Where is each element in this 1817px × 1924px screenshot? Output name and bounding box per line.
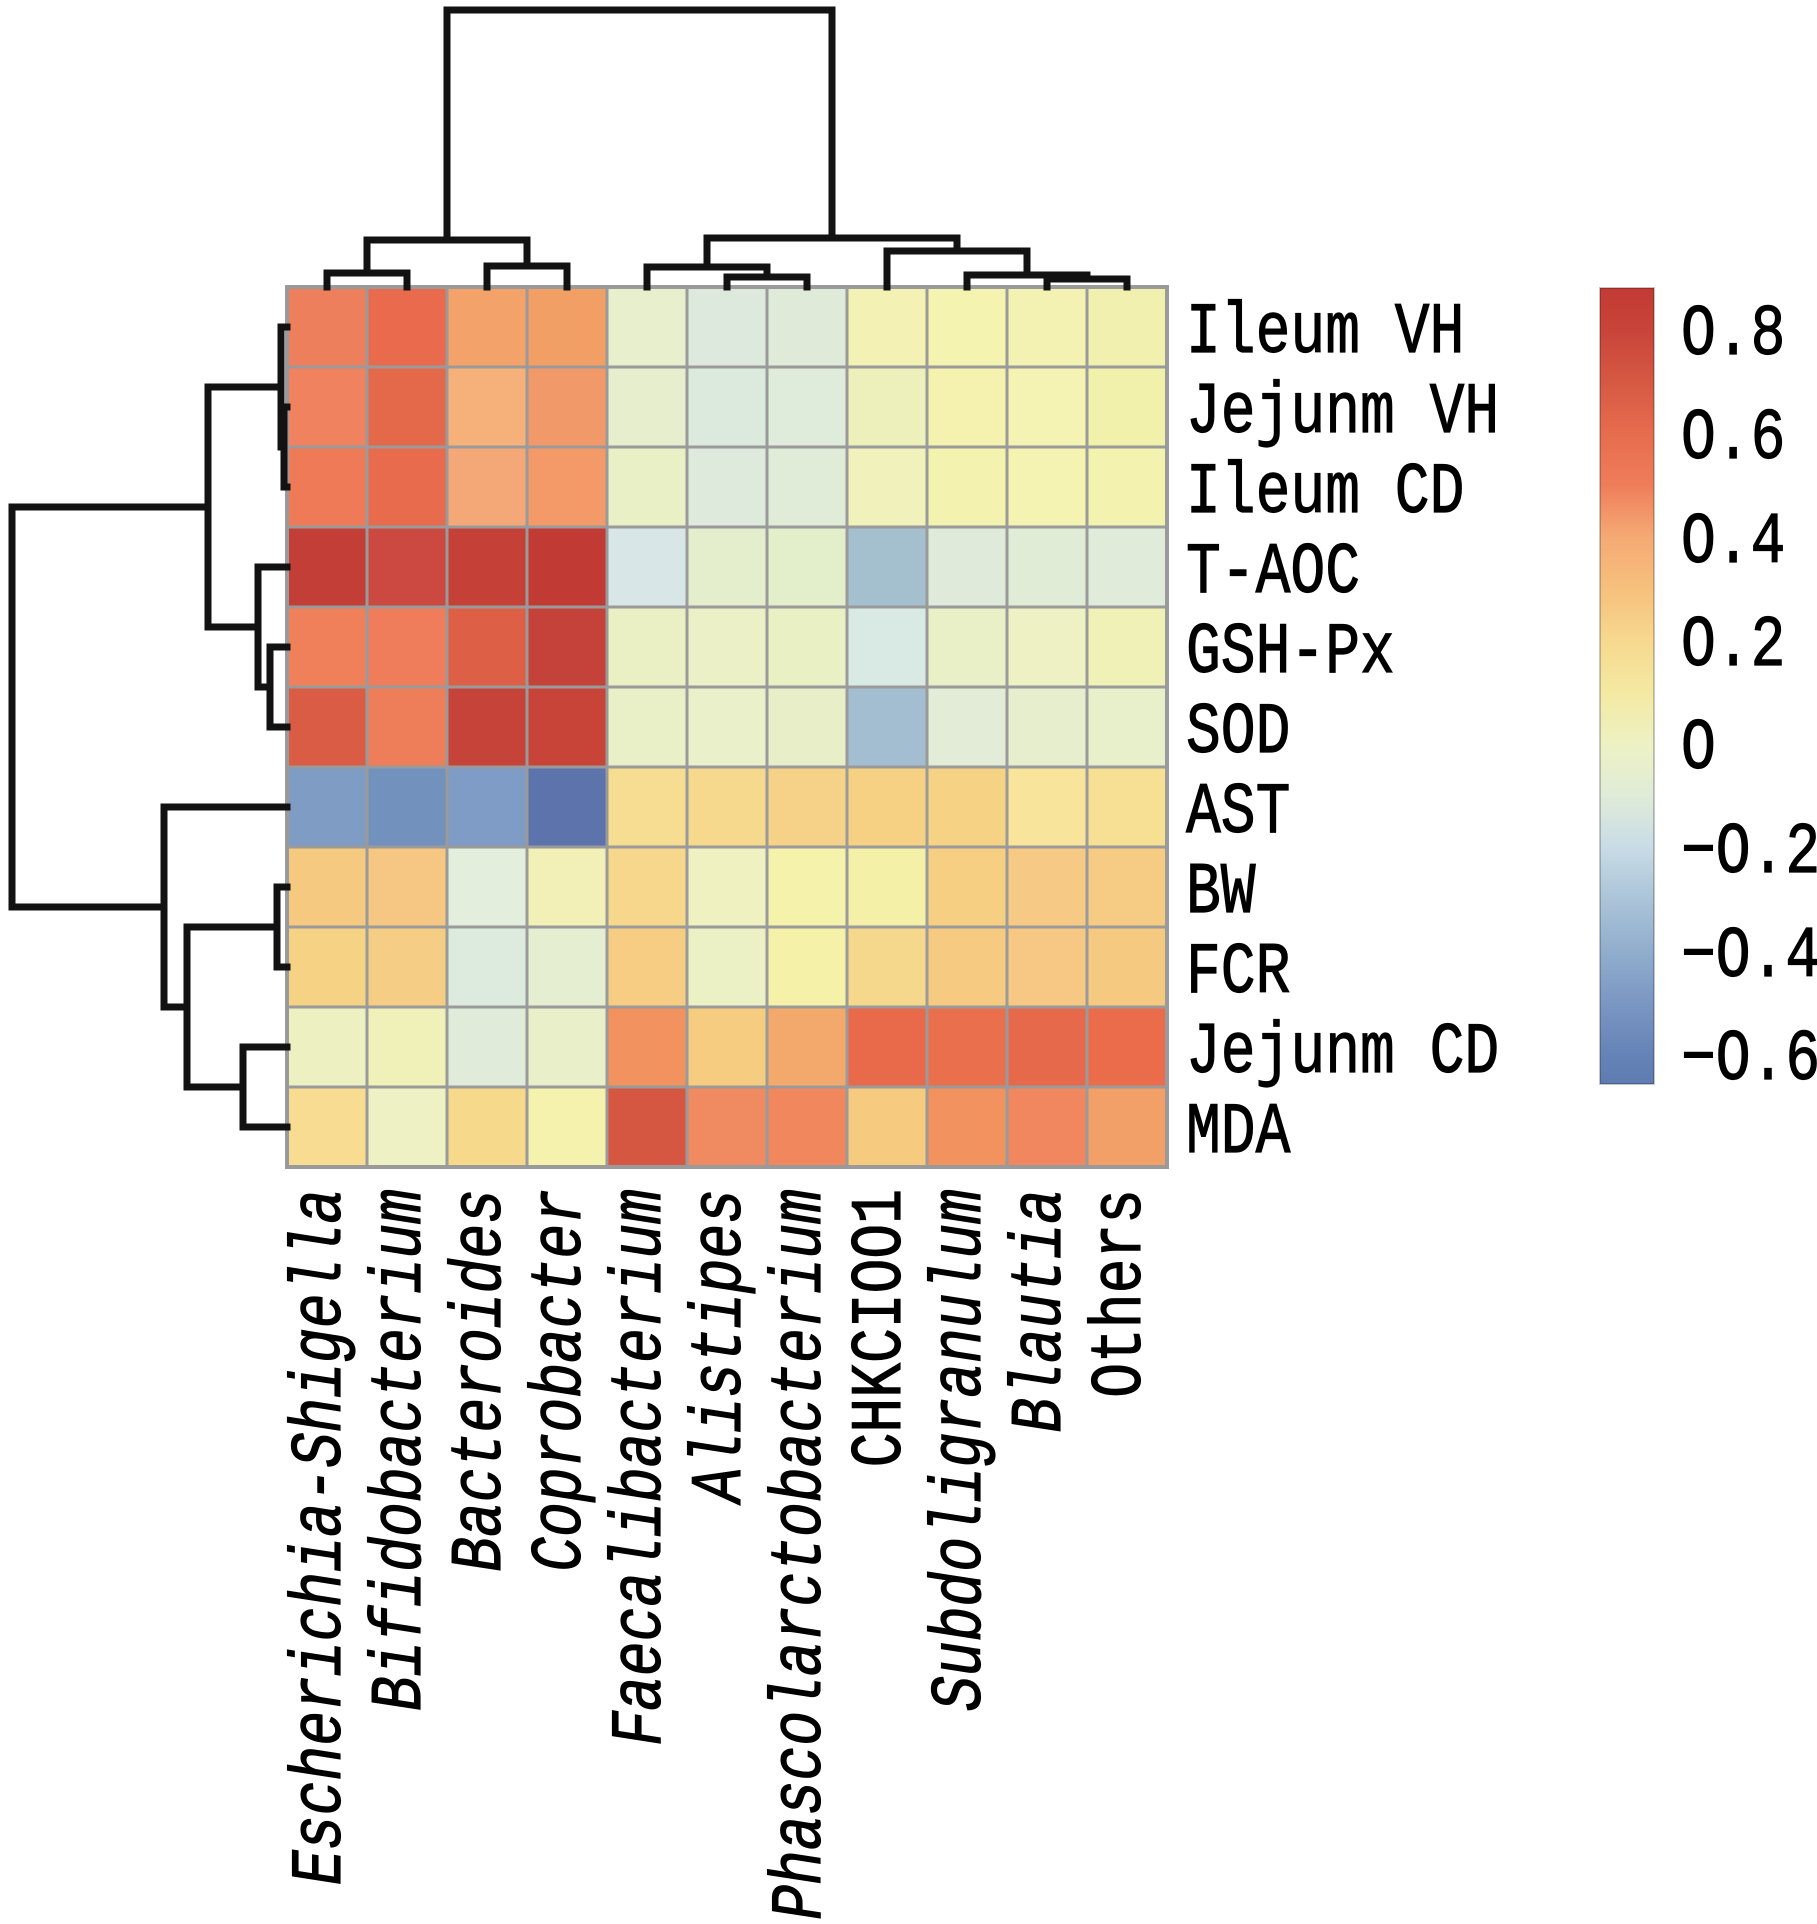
svg-text:Bifidobacterium: Bifidobacterium	[359, 1189, 442, 1711]
svg-text:Coprobacter: Coprobacter	[519, 1189, 602, 1572]
svg-text:SOD: SOD	[1186, 691, 1290, 774]
svg-text:Blautia: Blautia	[999, 1189, 1082, 1433]
svg-text:MDA: MDA	[1186, 1091, 1291, 1174]
svg-text:−O.2: −O.2	[1681, 811, 1817, 894]
svg-text:O.6: O.6	[1681, 397, 1785, 480]
svg-text:O.8: O.8	[1681, 293, 1785, 376]
svg-text:O.4: O.4	[1681, 501, 1785, 584]
svg-text:−O.4: −O.4	[1681, 915, 1817, 998]
svg-text:AST: AST	[1186, 771, 1290, 854]
svg-text:O: O	[1681, 707, 1716, 790]
svg-text:Others: Others	[1079, 1189, 1162, 1398]
svg-text:O.2: O.2	[1681, 604, 1785, 687]
svg-text:Alistipes: Alistipes	[679, 1189, 762, 1506]
svg-text:Jejunm CD: Jejunm CD	[1186, 1011, 1499, 1094]
svg-text:Phascolarctobacterium: Phascolarctobacterium	[759, 1189, 842, 1920]
svg-text:Faecalibacterium: Faecalibacterium	[599, 1189, 682, 1746]
svg-text:Ileum VH: Ileum VH	[1186, 291, 1464, 374]
svg-text:−O.6: −O.6	[1681, 1018, 1817, 1101]
svg-text:Subdoligranulum: Subdoligranulum	[919, 1189, 1002, 1711]
svg-text:Bacteroides: Bacteroides	[439, 1189, 522, 1572]
svg-text:CHKCIOO1: CHKCIOO1	[839, 1189, 922, 1467]
svg-text:Ileum CD: Ileum CD	[1186, 451, 1464, 534]
svg-text:Escherichia-Shigella: Escherichia-Shigella	[279, 1189, 362, 1885]
svg-text:FCR: FCR	[1186, 931, 1290, 1014]
svg-text:BW: BW	[1186, 851, 1256, 934]
svg-text:T-AOC: T-AOC	[1186, 531, 1360, 614]
svg-text:GSH-Px: GSH-Px	[1186, 611, 1395, 694]
svg-text:Jejunm VH: Jejunm VH	[1186, 371, 1499, 454]
